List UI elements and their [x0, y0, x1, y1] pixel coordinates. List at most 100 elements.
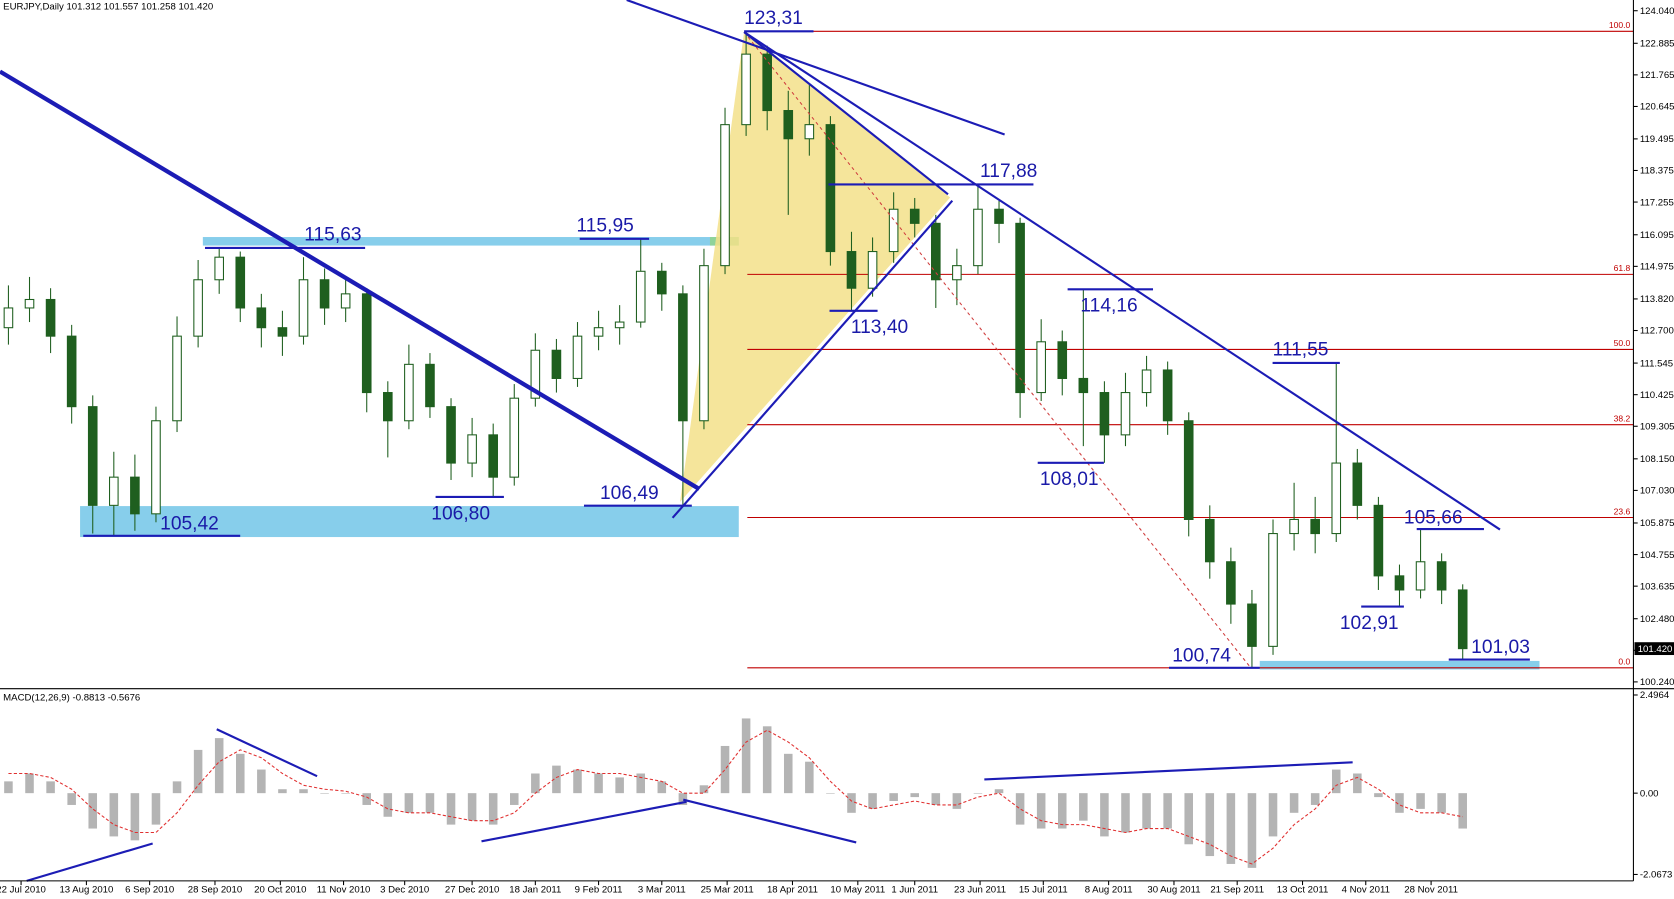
candle-body — [361, 293, 372, 394]
y-tick-label: 102.480 — [1640, 614, 1674, 625]
candles — [3, 31, 1468, 668]
candle-body — [530, 349, 541, 399]
candle-body — [172, 335, 182, 422]
fib-diagonal — [743, 31, 1252, 669]
candle-body — [804, 124, 815, 140]
macd-bar — [446, 793, 456, 825]
macd-bar — [594, 773, 603, 794]
candle-body — [635, 270, 646, 323]
candle-body — [1057, 341, 1068, 379]
macd-bar — [425, 793, 435, 813]
candle-body — [66, 335, 77, 408]
macd-bar — [46, 781, 55, 794]
candle-body — [151, 420, 161, 515]
macd-bar — [172, 781, 182, 794]
macd-bar — [741, 718, 751, 794]
price-label: 117,88 — [980, 161, 1037, 182]
candle-body — [1352, 462, 1363, 506]
candle-body — [1036, 341, 1046, 394]
candle-body — [909, 208, 920, 224]
price-label: 108,01 — [1040, 469, 1099, 490]
candle-body — [1141, 369, 1152, 394]
macd-bar — [1289, 793, 1299, 813]
candle-body — [593, 327, 604, 337]
candle-body — [235, 256, 246, 309]
candle-body — [699, 265, 709, 422]
price-label: 100,74 — [1172, 645, 1231, 666]
macd-bar — [994, 789, 1004, 794]
macd-bar — [1015, 793, 1025, 825]
x-tick-label: 9 Feb 2011 — [575, 885, 623, 896]
candle-body — [1268, 533, 1278, 647]
macd-bar — [1079, 793, 1088, 821]
macd-bar — [1331, 769, 1341, 794]
macd-bar — [720, 745, 730, 794]
y-tick-label: 117.255 — [1640, 197, 1674, 208]
macd-bar — [889, 793, 898, 802]
candle-body — [488, 434, 498, 478]
x-tick-label: 20 Oct 2010 — [254, 885, 306, 896]
y-tick-label: 118.375 — [1640, 166, 1674, 177]
candle-body — [1415, 561, 1426, 591]
x-tick-label: 23 Jun 2011 — [954, 885, 1006, 896]
x-tick-label: 30 Aug 2011 — [1147, 885, 1200, 896]
macd-bar — [130, 793, 140, 841]
x-tick-label: 27 Dec 2010 — [445, 885, 499, 896]
y-tick-label: 100.240 — [1640, 677, 1674, 688]
macd-bar — [1437, 793, 1446, 813]
price-label: 105,42 — [160, 513, 219, 534]
candle-body — [1204, 518, 1215, 563]
macd-bar — [615, 777, 624, 794]
macd-bar — [1395, 793, 1404, 813]
macd-bar — [299, 789, 308, 794]
macd-bar — [488, 793, 498, 825]
fib-label: 50.0 — [1614, 338, 1631, 348]
macd-bar — [636, 773, 645, 794]
macd-bar — [278, 789, 287, 794]
candle-body — [678, 293, 688, 422]
price-label: 102,91 — [1340, 613, 1399, 634]
candle-body — [1120, 392, 1131, 436]
y-tick-label: 107.030 — [1640, 486, 1674, 497]
candle-body — [994, 208, 1004, 224]
y-tick-label: -2.0673 — [1640, 870, 1673, 881]
trend-line — [671, 200, 954, 519]
x-tick-label: 21 Sep 2011 — [1210, 885, 1264, 896]
macd-bar — [952, 793, 962, 809]
candle-body — [1247, 603, 1257, 647]
x-tick-label: 28 Sep 2010 — [188, 885, 242, 896]
trend-line — [0, 69, 701, 491]
candle-body — [3, 307, 14, 329]
y-tick-label: 108.150 — [1640, 454, 1674, 465]
candle-body — [973, 208, 983, 267]
candle-body — [319, 279, 330, 309]
y-tick-label: 120.645 — [1640, 102, 1674, 113]
candle-body — [867, 251, 878, 289]
macd-trend-line — [683, 798, 857, 844]
y-tick-label: 103.635 — [1640, 581, 1674, 592]
macd-bar — [1226, 793, 1236, 864]
candle-body — [1162, 369, 1173, 422]
y-tick-label: 110.425 — [1640, 390, 1674, 401]
fib-label: 61.8 — [1614, 263, 1631, 273]
macd-bar — [847, 793, 856, 813]
candle-body — [614, 321, 625, 329]
macd-title: MACD(12,26,9) -0.8813 -0.5676 — [3, 692, 140, 703]
trend-lines — [0, 0, 1501, 882]
x-tick-label: 13 Oct 2011 — [1277, 885, 1329, 896]
candle-body — [256, 307, 267, 329]
y-tick-label: 111.545 — [1640, 358, 1673, 369]
macd-bar — [320, 793, 329, 794]
support-band — [1259, 660, 1540, 670]
price-label: 115,63 — [304, 224, 361, 245]
y-tick-label: 104.755 — [1640, 550, 1674, 561]
candle-body — [1436, 561, 1447, 591]
candle-body — [509, 397, 520, 478]
resistance-band — [202, 237, 739, 246]
x-tick-label: 6 Sep 2010 — [125, 885, 174, 896]
chart-title: EURJPY,Daily 101.312 101.557 101.258 101… — [3, 2, 213, 13]
y-tick-label: 0.00 — [1640, 788, 1659, 799]
candle-body — [741, 53, 751, 126]
candle-body — [87, 406, 98, 506]
